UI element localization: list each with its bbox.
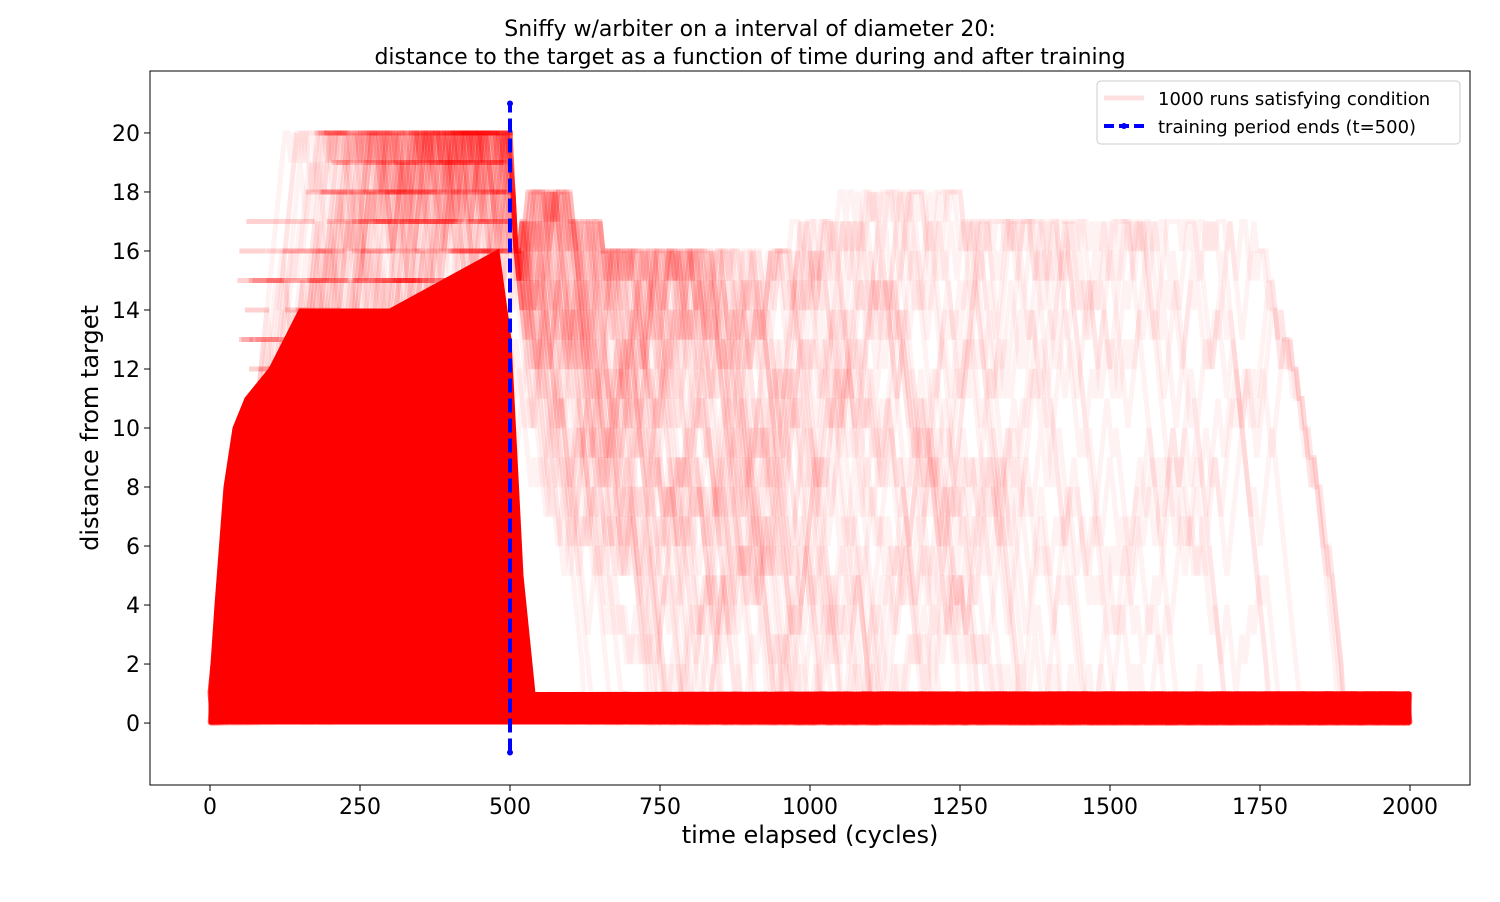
run-trace [210,162,1410,726]
x-axis: 0 250 500 750 1000 1250 1500 1750 2000 [203,785,1438,820]
y-tick-label: 12 [112,358,140,383]
run-trace [207,130,1410,726]
run-trace [207,130,1413,726]
x-axis-label: time elapsed (cycles) [682,821,939,849]
x-tick-label: 0 [203,795,217,820]
legend: 1000 runs satisfying condition training … [1096,80,1461,145]
y-tick-label: 18 [112,181,140,206]
x-tick-label: 1250 [932,795,988,820]
x-tick-label: 250 [339,795,381,820]
run-trace [207,130,1410,726]
x-tick-label: 1750 [1232,795,1288,820]
run-trace [207,130,1410,726]
chart-subtitle: distance to the target as a function of … [374,45,1125,70]
y-tick-label: 10 [112,417,140,442]
y-tick-label: 14 [112,299,140,324]
y-tick-label: 4 [126,594,140,619]
x-tick-label: 1500 [1082,795,1138,820]
chart-title: Sniffy w/arbiter on a interval of diamet… [504,17,995,42]
run-trace [207,130,1410,726]
y-tick-label: 8 [126,476,140,501]
x-tick-label: 2000 [1382,795,1438,820]
y-tick-label: 20 [112,122,140,147]
training-end-marker-top [507,100,513,107]
plot-data [207,100,1413,756]
y-tick-label: 16 [112,240,140,265]
legend-training-label: training period ends (t=500) [1158,117,1416,138]
y-tick-label: 6 [126,535,140,560]
y-axis-label: distance from target [76,305,104,551]
run-trace [207,130,1413,726]
x-tick-label: 500 [489,795,531,820]
legend-runs-label: 1000 runs satisfying condition [1158,89,1430,110]
training-end-marker-bottom [507,749,513,756]
y-tick-label: 0 [126,712,140,737]
legend-training-marker [1121,123,1127,129]
x-tick-label: 1000 [782,795,838,820]
y-tick-label: 2 [126,653,140,678]
y-axis: 0 2 4 6 8 10 12 14 16 18 20 [112,122,150,737]
x-tick-label: 750 [639,795,681,820]
legend-box [1096,80,1461,145]
